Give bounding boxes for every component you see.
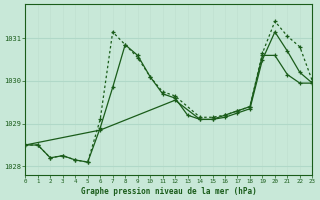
X-axis label: Graphe pression niveau de la mer (hPa): Graphe pression niveau de la mer (hPa)	[81, 187, 257, 196]
